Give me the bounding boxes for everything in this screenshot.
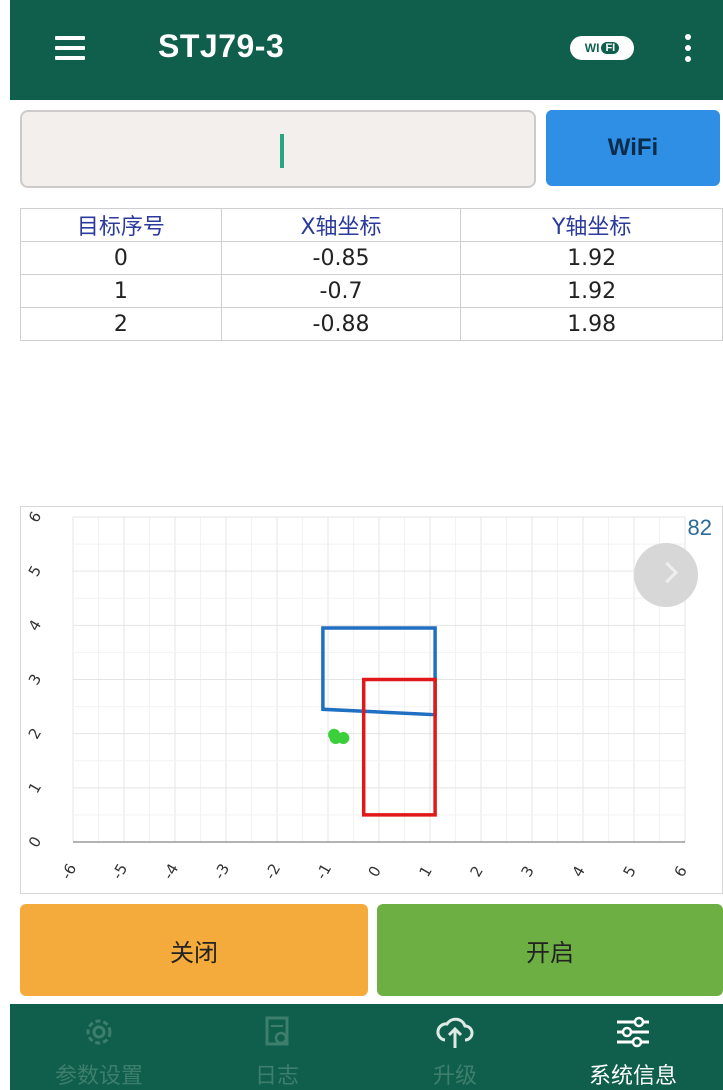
- cell-y: 1.98: [460, 307, 723, 341]
- more-options-icon[interactable]: [682, 34, 692, 64]
- x-tick-label: 3: [517, 863, 537, 880]
- address-input[interactable]: [20, 110, 536, 188]
- y-tick-label: 3: [25, 671, 45, 688]
- table-row: 0 -0.85 1.92: [20, 241, 723, 275]
- play-button[interactable]: [634, 543, 698, 607]
- y-tick-label: 0: [25, 833, 45, 850]
- nav-label-upgrade: 升级: [432, 1064, 477, 1089]
- open-button[interactable]: 开启: [377, 904, 723, 996]
- wifi-icon-badge: FI: [601, 42, 620, 54]
- wifi-status-icon[interactable]: WI FI: [570, 36, 634, 60]
- cell-x: -0.88: [220, 307, 462, 341]
- column-header-y: Y轴坐标: [460, 208, 723, 242]
- y-tick-label: 1: [25, 779, 45, 796]
- text-cursor: [280, 134, 284, 168]
- close-button[interactable]: 关闭: [20, 904, 368, 996]
- cell-y: 1.92: [460, 241, 723, 275]
- log-icon: [265, 1016, 289, 1046]
- zone-region-1: [361, 677, 437, 817]
- gear-icon: [86, 1019, 112, 1045]
- y-tick-label: 2: [25, 725, 45, 742]
- x-tick-label: 5: [619, 863, 639, 880]
- nav-item-system-info[interactable]: 系统信息: [544, 1004, 722, 1090]
- bottom-nav: 参数设置 日志 升级 系统信息: [10, 1004, 723, 1090]
- column-header-x: X轴坐标: [220, 208, 462, 242]
- page-title: STJ79-3: [158, 28, 285, 64]
- y-tick-label: 4: [25, 617, 45, 634]
- frame-counter: 82: [687, 515, 712, 540]
- cell-index: 2: [20, 307, 222, 341]
- x-tick-label: -1: [312, 861, 335, 883]
- x-tick-label: -3: [210, 861, 233, 883]
- wifi-icon-text: WI: [584, 41, 600, 55]
- x-tick-label: -4: [159, 861, 182, 883]
- x-tick-label: 0: [364, 863, 384, 880]
- cell-index: 0: [20, 241, 222, 275]
- cloud-upload-icon: [436, 1017, 474, 1048]
- x-tick-label: -5: [108, 861, 131, 883]
- y-tick-label: 6: [25, 508, 45, 525]
- cell-x: -0.7: [220, 274, 462, 308]
- x-tick-label: 4: [568, 863, 588, 880]
- cell-index: 1: [20, 274, 222, 308]
- cell-x: -0.85: [220, 241, 462, 275]
- wifi-button[interactable]: WiFi: [546, 110, 720, 186]
- cell-y: 1.92: [460, 274, 723, 308]
- column-header-index: 目标序号: [20, 208, 222, 242]
- table-row: 2 -0.88 1.98: [20, 307, 723, 341]
- position-chart[interactable]: -6 -5 -4 -3 -2 -1 0 1 2 3 4 5 6 0 1 2 3 4 5 6 82: [20, 506, 723, 894]
- menu-icon[interactable]: [55, 36, 85, 60]
- x-tick-label: -2: [261, 861, 284, 883]
- nav-item-log[interactable]: 日志: [188, 1004, 366, 1090]
- nav-label-log: 日志: [254, 1064, 299, 1089]
- sliders-icon: [617, 1016, 649, 1048]
- x-tick-label: 1: [415, 863, 435, 880]
- x-tick-label: 2: [466, 863, 486, 880]
- x-tick-label: -6: [57, 861, 80, 883]
- table-header-row: 目标序号 X轴坐标 Y轴坐标: [20, 208, 723, 242]
- nav-label-system-info: 系统信息: [588, 1064, 677, 1089]
- x-tick-label: 6: [670, 863, 690, 880]
- target-point-1: [337, 732, 350, 744]
- nav-label-settings: 参数设置: [54, 1064, 143, 1089]
- position-chart-svg: -6 -5 -4 -3 -2 -1 0 1 2 3 4 5 6 0 1 2 3 4 5 6: [25, 508, 691, 883]
- table-row: 1 -0.7 1.92: [20, 274, 723, 308]
- y-tick-label: 5: [25, 563, 45, 580]
- app-bar: STJ79-3 WI FI: [10, 0, 723, 100]
- nav-item-settings[interactable]: 参数设置: [10, 1004, 188, 1090]
- target-point-2: [328, 728, 341, 741]
- nav-item-upgrade[interactable]: 升级: [366, 1004, 544, 1090]
- targets-table: 目标序号 X轴坐标 Y轴坐标 0 -0.85 1.92 1 -0.7 1.92 …: [20, 208, 723, 341]
